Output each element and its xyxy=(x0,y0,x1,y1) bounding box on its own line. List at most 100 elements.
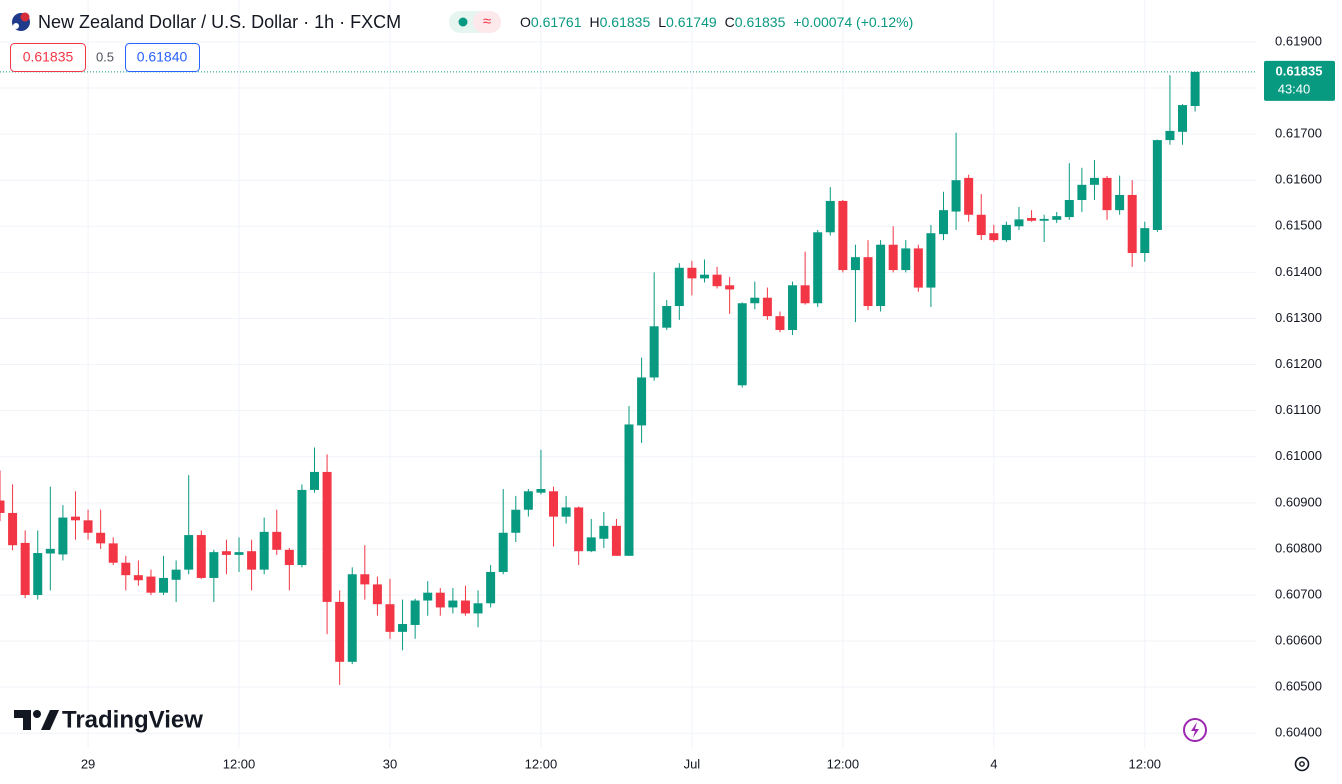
candle-body xyxy=(876,244,886,307)
candle-body xyxy=(964,177,974,215)
ohlc-label: O xyxy=(520,14,531,30)
candle-body xyxy=(1165,130,1175,141)
candle-body xyxy=(347,574,357,662)
candle-body xyxy=(838,200,848,271)
spread: 0.5 xyxy=(96,49,114,64)
candle-body xyxy=(398,624,408,632)
ohlc-label: L xyxy=(658,14,666,30)
countdown-label: 43:40 xyxy=(1278,81,1311,96)
candle-body xyxy=(423,592,433,601)
candle-body xyxy=(45,548,55,554)
y-tick-label: 0.60900 xyxy=(1275,494,1322,509)
candle-body xyxy=(586,537,596,552)
ohlc-value: 0.61835 xyxy=(600,14,651,30)
candle-body xyxy=(159,577,169,593)
ohlc-legend: O0.61761 H0.61835 L0.61749 C0.61835 +0.00074… xyxy=(520,14,913,30)
y-tick-label: 0.61900 xyxy=(1275,33,1322,48)
candle-body xyxy=(108,543,118,563)
candle-body xyxy=(574,507,584,552)
brand-name: TradingView xyxy=(62,706,203,733)
candle-body xyxy=(549,491,559,517)
candle-body xyxy=(58,517,68,555)
candle-body xyxy=(1064,200,1074,218)
candle-body xyxy=(737,303,747,386)
candle-body xyxy=(322,471,332,602)
x-tick-label: 12:00 xyxy=(827,756,860,771)
candle-body xyxy=(96,532,106,544)
sell-price[interactable]: 0.61835 xyxy=(23,49,74,65)
y-tick-label: 0.61500 xyxy=(1275,218,1322,233)
candle-body xyxy=(473,603,483,614)
candle-body xyxy=(1014,219,1024,227)
candle-body xyxy=(1027,217,1037,221)
quick-action[interactable] xyxy=(1183,718,1207,742)
candle-body xyxy=(1102,177,1112,211)
candle-body xyxy=(0,500,5,513)
candle-body xyxy=(385,604,395,632)
x-tick-label: Jul xyxy=(684,756,701,771)
candle-body xyxy=(70,516,80,521)
symbol-flag xyxy=(12,12,30,31)
candle-body xyxy=(171,569,181,580)
candle-body xyxy=(1077,184,1087,201)
candle-body xyxy=(1052,216,1062,220)
candle-body xyxy=(1001,224,1011,241)
candle-body xyxy=(121,562,131,576)
candle-body xyxy=(247,551,257,570)
candle-body xyxy=(687,267,697,279)
buy-button[interactable]: 0.61840 xyxy=(125,43,200,72)
ohlc-value: 0.61835 xyxy=(735,14,786,30)
candle-body xyxy=(699,274,709,279)
candle-body xyxy=(976,214,986,236)
sell-button[interactable]: 0.61835 xyxy=(10,43,86,72)
candle-body xyxy=(83,520,93,533)
candle-body xyxy=(448,600,458,608)
candle-body xyxy=(486,571,496,604)
x-tick-label: 4 xyxy=(990,756,997,771)
candle-body xyxy=(800,285,810,304)
candle-body xyxy=(297,489,307,566)
candle-body xyxy=(259,531,269,570)
candle-body xyxy=(536,488,546,493)
candle-body xyxy=(637,377,647,426)
candle-body xyxy=(712,274,722,287)
y-tick-label: 0.60600 xyxy=(1275,633,1322,648)
candle-body xyxy=(611,525,621,556)
candle-body xyxy=(20,542,30,595)
candle-body xyxy=(146,576,156,593)
svg-text:≈: ≈ xyxy=(483,13,491,30)
brand-logo xyxy=(14,710,59,730)
candle-body xyxy=(435,592,445,608)
x-tick-label: 30 xyxy=(383,756,397,771)
y-tick-label: 0.61700 xyxy=(1275,126,1322,141)
candle-body xyxy=(1152,140,1162,230)
x-tick-label: 29 xyxy=(81,756,95,771)
candle-body xyxy=(939,210,948,235)
ohlc-value: 0.61749 xyxy=(666,14,717,30)
y-tick-label: 0.60400 xyxy=(1275,725,1322,740)
candle-body xyxy=(410,600,420,625)
symbol-title[interactable]: New Zealand Dollar / U.S. Dollar · 1h · … xyxy=(38,12,401,32)
candle-body xyxy=(1115,194,1125,211)
y-tick-label: 0.61100 xyxy=(1275,402,1321,417)
candle-body xyxy=(1089,177,1099,185)
candle-body xyxy=(951,180,961,212)
ohlc-label: H xyxy=(590,14,600,30)
x-tick-label: 12:00 xyxy=(525,756,558,771)
status-pill[interactable]: ≈ xyxy=(449,11,501,33)
candle-body xyxy=(825,200,835,233)
candle-body xyxy=(926,233,936,288)
candle-body xyxy=(649,326,659,378)
candle-body xyxy=(196,535,206,578)
buy-price[interactable]: 0.61840 xyxy=(137,49,188,65)
candle-body xyxy=(901,248,911,271)
candle-body xyxy=(850,257,860,271)
candle-body xyxy=(624,424,634,556)
candle-body xyxy=(1140,228,1150,254)
settings-button[interactable] xyxy=(1294,756,1310,772)
candle-body xyxy=(788,285,798,330)
y-tick-label: 0.60800 xyxy=(1275,540,1322,555)
candle-body xyxy=(599,525,609,539)
y-tick-label: 0.61000 xyxy=(1275,448,1322,463)
candle-body xyxy=(662,306,672,328)
